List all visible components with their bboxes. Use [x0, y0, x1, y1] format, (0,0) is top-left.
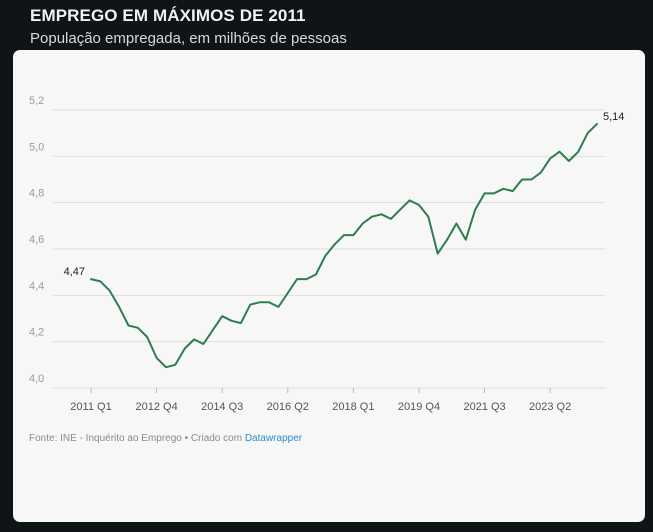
- source-text: Fonte: INE - Inquérito ao Emprego • Cria…: [29, 433, 245, 444]
- x-tick-label: 2023 Q2: [529, 401, 571, 413]
- y-tick-label: 4,6: [29, 234, 44, 246]
- source-note: Fonte: INE - Inquérito ao Emprego • Cria…: [29, 433, 302, 444]
- x-tick-label: 2014 Q3: [201, 401, 243, 413]
- x-tick-label: 2012 Q4: [135, 401, 177, 413]
- line-chart: 4,0 4,2 4,4 4,6 4,8 5,0 5,2 2011 Q1 2012 Q4 2014 …: [29, 95, 624, 413]
- x-tick-label: 2016 Q2: [267, 401, 309, 413]
- chart-subtitle: População empregada, em milhões de pesso…: [30, 30, 347, 47]
- y-tick-label: 4,2: [29, 327, 44, 339]
- chart-card: 4,0 4,2 4,4 4,6 4,8 5,0 5,2 2011 Q1 2012 Q4 2014 …: [13, 50, 645, 522]
- x-tick-label: 2019 Q4: [398, 401, 440, 413]
- y-tick-label: 4,0: [29, 373, 44, 385]
- x-tick-label: 2021 Q3: [463, 401, 505, 413]
- x-tick-label: 2018 Q1: [332, 401, 374, 413]
- y-tick-label: 4,4: [29, 280, 44, 292]
- chart-title: EMPREGO EM MÁXIMOS DE 2011: [30, 6, 306, 25]
- y-tick-label: 5,0: [29, 141, 44, 153]
- y-tick-label: 4,8: [29, 188, 44, 200]
- y-tick-label: 5,2: [29, 95, 44, 107]
- x-tick-label: 2011 Q1: [70, 401, 111, 413]
- data-label: 5,14: [603, 111, 624, 123]
- data-label: 4,47: [64, 266, 85, 278]
- datawrapper-link[interactable]: Datawrapper: [244, 433, 303, 444]
- series-line: [90, 122, 598, 369]
